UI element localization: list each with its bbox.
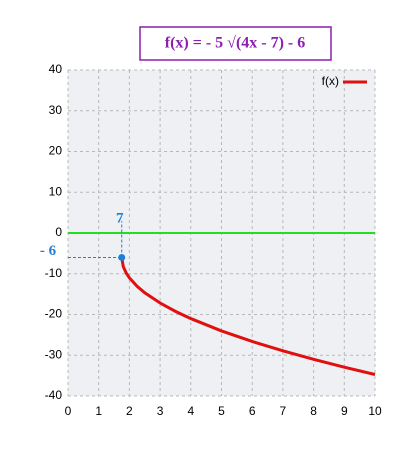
y-tick-label: 10 (49, 184, 63, 198)
annotation: - 6 (40, 243, 57, 259)
x-tick-label: 10 (368, 404, 382, 418)
title-box (139, 26, 332, 61)
x-tick-label: 3 (157, 404, 164, 418)
x-tick-label: 8 (310, 404, 317, 418)
annotation: 7 (116, 210, 124, 226)
legend-label: f(x) (322, 74, 339, 88)
x-tick-label: 4 (187, 404, 194, 418)
x-tick-label: 6 (249, 404, 256, 418)
y-tick-label: 20 (49, 144, 63, 158)
y-tick-label: 0 (55, 225, 62, 239)
x-tick-label: 1 (95, 404, 102, 418)
y-tick-label: -20 (45, 307, 63, 321)
y-tick-label: -40 (45, 388, 63, 402)
point-marker (118, 253, 126, 261)
x-tick-label: 2 (126, 404, 133, 418)
x-tick-label: 9 (341, 404, 348, 418)
x-tick-label: 0 (65, 404, 72, 418)
y-tick-label: 30 (49, 103, 63, 117)
y-tick-label: -10 (45, 266, 63, 280)
x-tick-label: 7 (280, 404, 287, 418)
data-line (120, 257, 376, 376)
y-tick-label: -30 (45, 347, 63, 361)
x-tick-label: 5 (218, 404, 225, 418)
y-tick-label: 40 (49, 62, 63, 76)
chart-title: f(x) = - 5 √(4x - 7) - 6 (165, 35, 306, 52)
